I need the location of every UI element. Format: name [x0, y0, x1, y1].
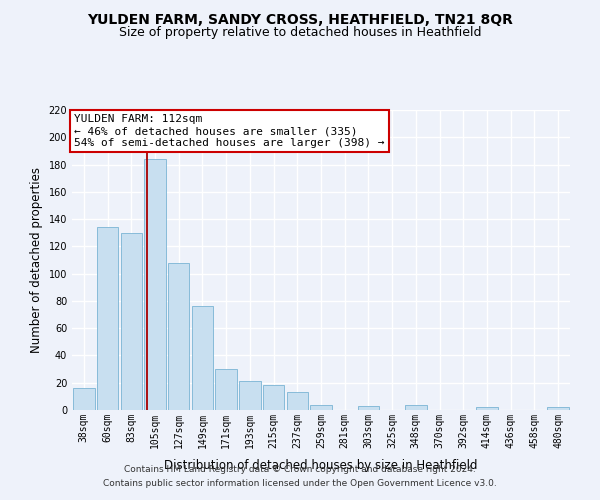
Text: YULDEN FARM: 112sqm
← 46% of detached houses are smaller (335)
54% of semi-detac: YULDEN FARM: 112sqm ← 46% of detached ho… [74, 114, 385, 148]
Text: Size of property relative to detached houses in Heathfield: Size of property relative to detached ho… [119, 26, 481, 39]
Bar [121, 232, 142, 410]
Bar [358, 406, 379, 410]
Bar [215, 369, 237, 410]
Y-axis label: Number of detached properties: Number of detached properties [30, 167, 43, 353]
Bar [310, 404, 332, 410]
Text: Distribution of detached houses by size in Heathfield: Distribution of detached houses by size … [164, 460, 478, 472]
Bar [547, 408, 569, 410]
Bar [405, 404, 427, 410]
Bar [263, 386, 284, 410]
Bar [168, 262, 190, 410]
Bar [192, 306, 213, 410]
Bar [287, 392, 308, 410]
Bar [97, 228, 118, 410]
Text: YULDEN FARM, SANDY CROSS, HEATHFIELD, TN21 8QR: YULDEN FARM, SANDY CROSS, HEATHFIELD, TN… [87, 12, 513, 26]
Bar [476, 408, 497, 410]
Text: Contains HM Land Registry data © Crown copyright and database right 2024.
Contai: Contains HM Land Registry data © Crown c… [103, 466, 497, 487]
Bar [239, 382, 260, 410]
Bar [145, 159, 166, 410]
Bar [73, 388, 95, 410]
